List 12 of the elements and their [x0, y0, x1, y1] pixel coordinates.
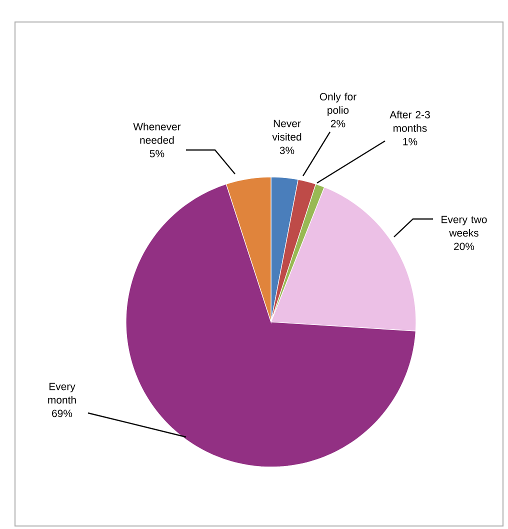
data-label: 2%	[330, 120, 346, 128]
slice-label: Only for polio	[320, 92, 356, 116]
data-label: 1%	[403, 138, 418, 146]
data-label: 3%	[280, 146, 294, 154]
data-label: 20%	[454, 242, 474, 250]
slice-label: Never visited	[272, 120, 302, 141]
slice-label: Every two weeks	[442, 216, 487, 237]
data-label: 69%	[52, 410, 72, 418]
data-label: 5%	[150, 150, 164, 158]
slice-label: Every month	[48, 382, 76, 404]
slice-label: After 2-3 months	[390, 110, 430, 132]
slice-label: Whenever needed	[133, 122, 181, 144]
